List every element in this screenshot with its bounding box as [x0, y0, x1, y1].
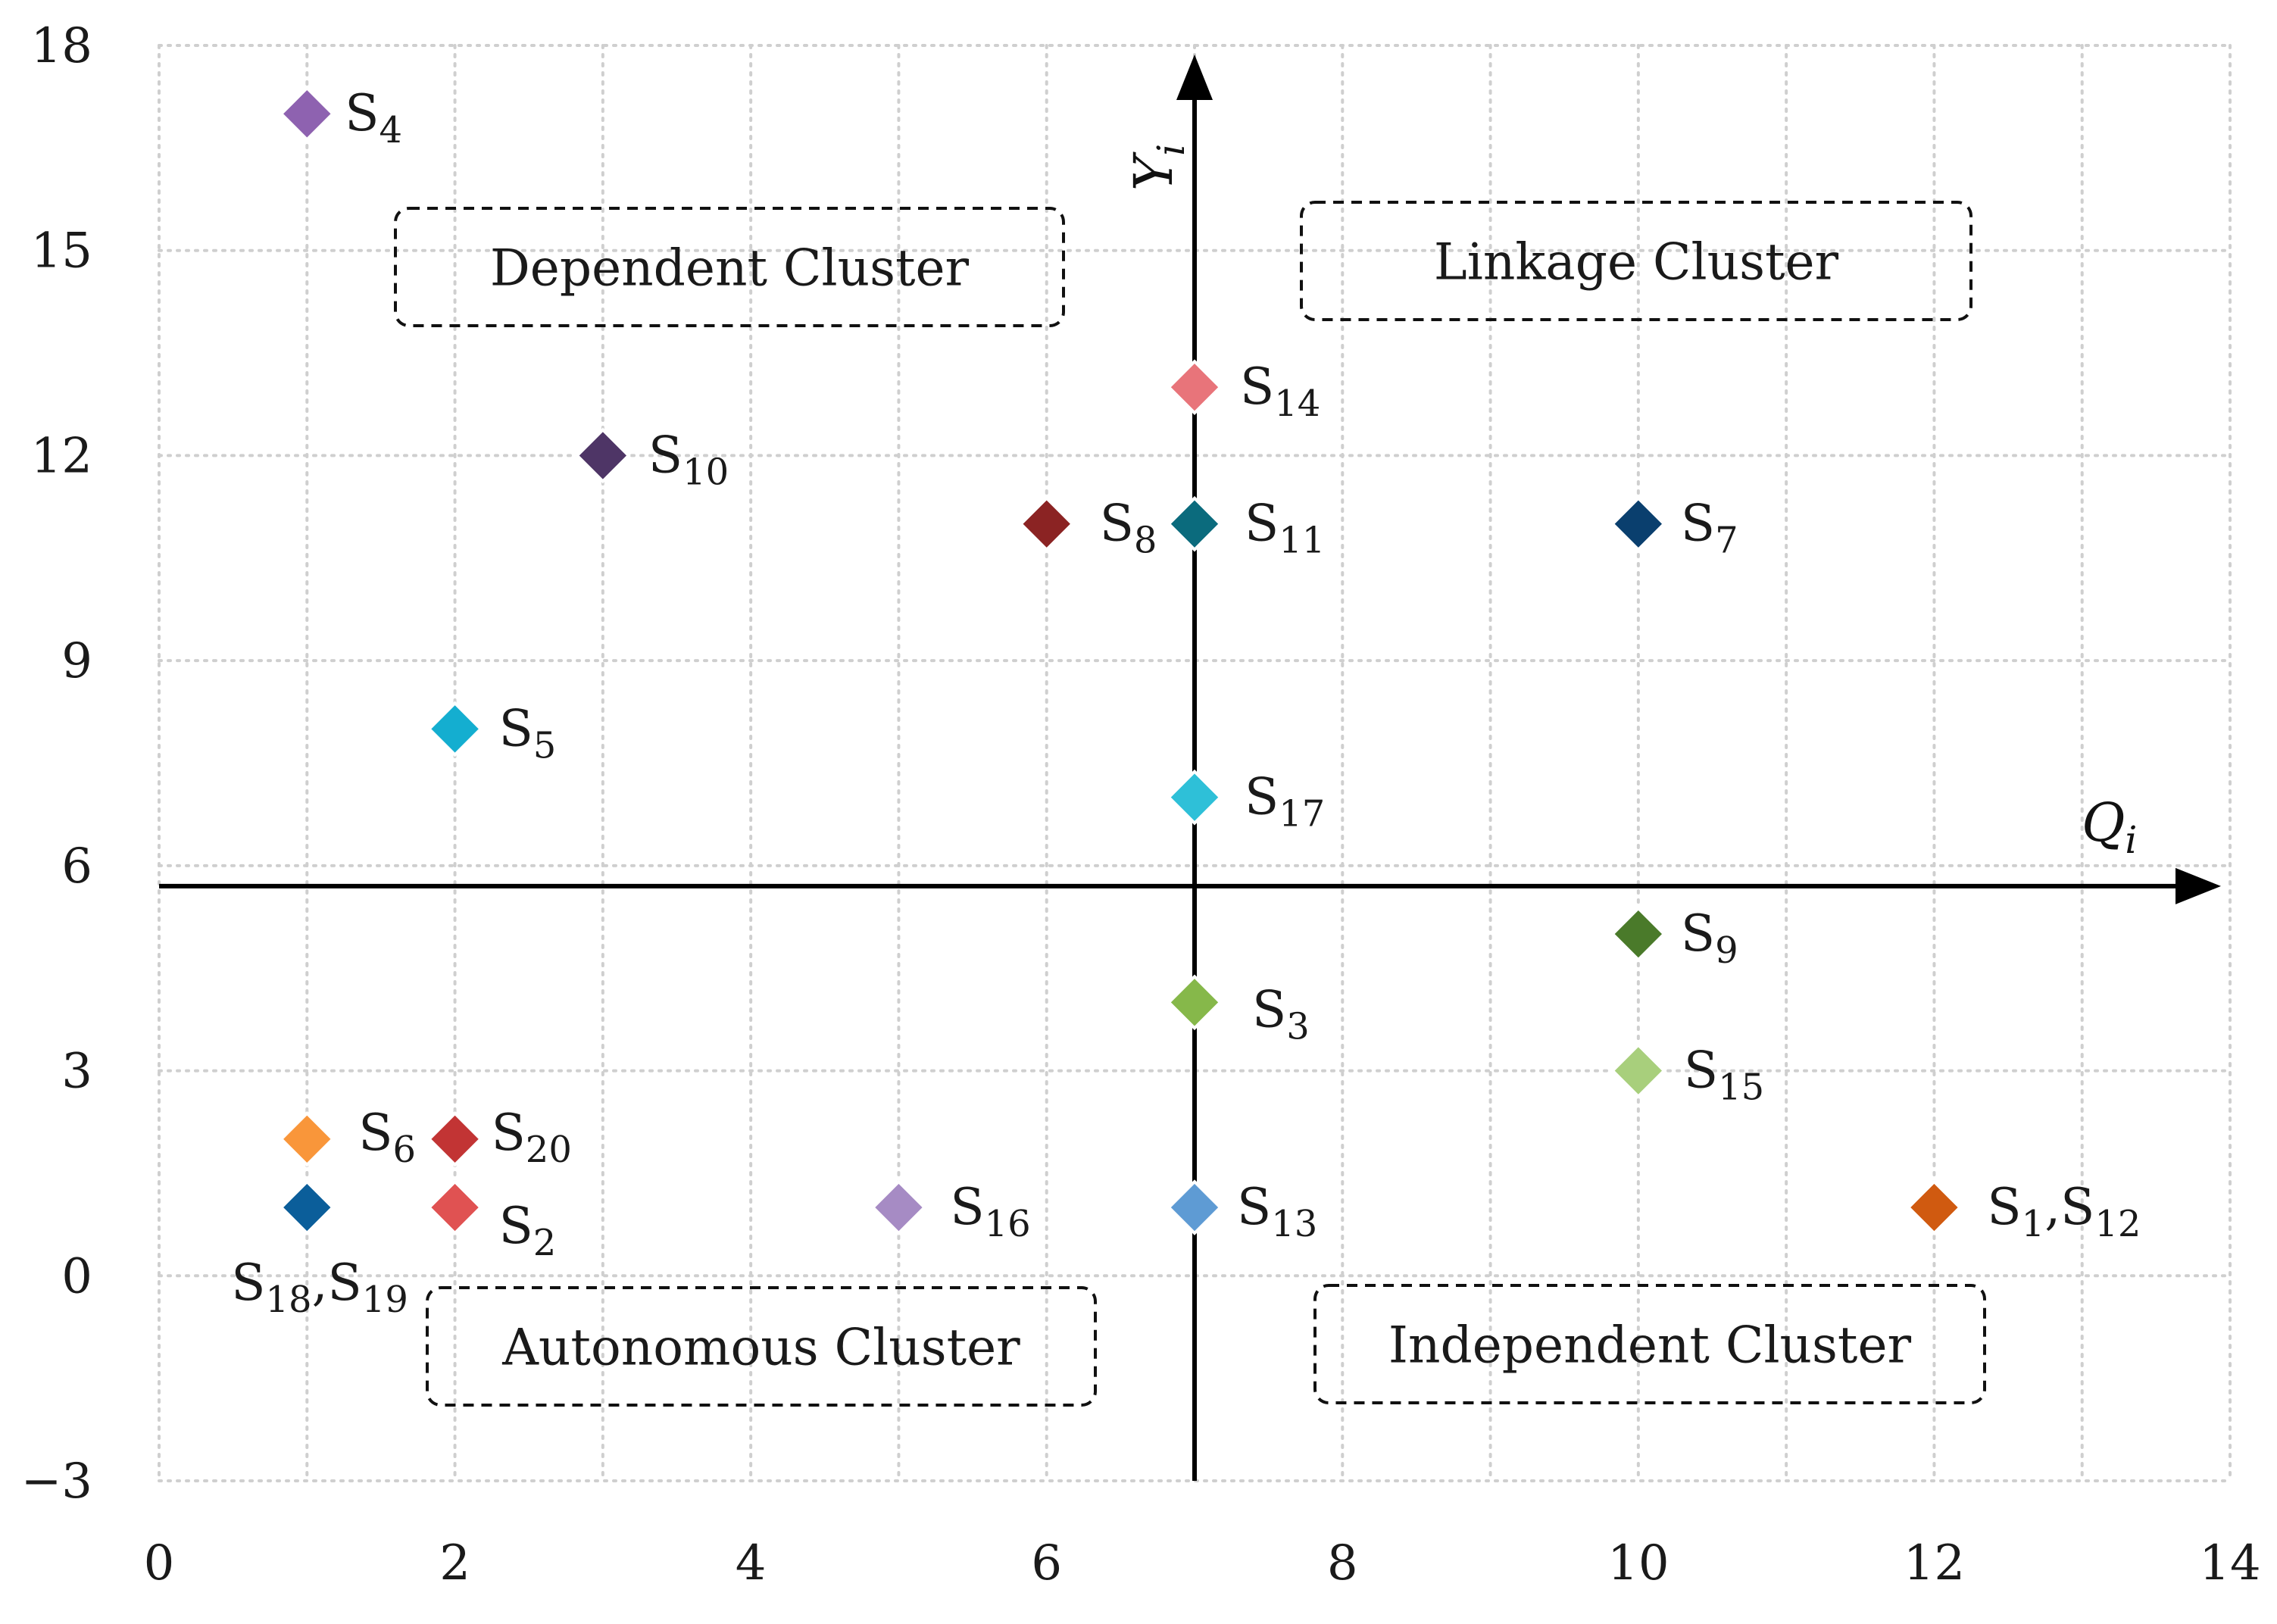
- y-tick-label: 3: [61, 1044, 92, 1100]
- point-label: S5: [499, 699, 557, 767]
- cluster-box: [1300, 201, 1972, 321]
- diamond-marker: [1167, 495, 1223, 552]
- x-tick-label: 2: [439, 1535, 470, 1591]
- cluster-top-right: Linkage Cluster: [1300, 201, 1972, 321]
- cluster-bottom-left: Autonomous Cluster: [426, 1286, 1097, 1407]
- data-points: S4 S10 S8 S14 S11 S7 S5 S17 S9 S3 S15 S6 S20 S18,S19 S…: [231, 84, 2141, 1321]
- cluster-labels: Dependent Cluster Linkage Cluster Autonomo…: [394, 201, 1986, 1407]
- diamond-marker: [279, 86, 336, 142]
- point-s7: S7: [1610, 495, 1738, 562]
- y-tick-label: 12: [31, 428, 92, 484]
- point-s20: S20: [426, 1104, 572, 1171]
- point-s18-s19: S18,S19: [231, 1179, 408, 1321]
- diamond-marker: [1167, 359, 1223, 416]
- point-s4: S4: [279, 84, 402, 151]
- diamond-marker: [279, 1110, 336, 1167]
- cluster-bottom-right: Independent Cluster: [1313, 1284, 1986, 1404]
- x-tick-label: 4: [736, 1535, 767, 1591]
- point-label: S16: [950, 1178, 1030, 1245]
- point-label: S2: [499, 1197, 557, 1264]
- point-s16: S16: [870, 1178, 1031, 1245]
- cluster-box: [1313, 1284, 1986, 1404]
- diamond-marker: [575, 427, 631, 484]
- y-tick-label: 0: [61, 1248, 92, 1304]
- point-label: S13: [1237, 1178, 1317, 1245]
- point-s15: S15: [1610, 1042, 1764, 1109]
- point-label: S3: [1252, 980, 1310, 1048]
- cluster-text: Dependent Cluster: [490, 239, 970, 298]
- point-s5: S5: [426, 699, 557, 767]
- point-label: S7: [1681, 495, 1738, 562]
- x-tick-label: 0: [144, 1535, 175, 1591]
- diamond-marker: [426, 1179, 483, 1235]
- y-tick-label: 9: [61, 633, 92, 689]
- point-s11: S11: [1167, 495, 1325, 562]
- diamond-marker: [1610, 1042, 1666, 1099]
- x-tick-label: 8: [1327, 1535, 1358, 1591]
- x-tick-label: 6: [1031, 1535, 1062, 1591]
- cluster-box: [394, 207, 1065, 327]
- diamond-marker: [1167, 974, 1223, 1031]
- diamond-marker: [426, 701, 483, 757]
- point-label: S18,S19: [231, 1254, 408, 1321]
- diamond-marker: [1018, 495, 1075, 552]
- point-label: S1,S12: [1987, 1178, 2141, 1245]
- point-label: S8: [1100, 495, 1157, 562]
- point-s6: S6: [279, 1104, 416, 1171]
- cluster-text: Linkage Cluster: [1434, 233, 1839, 292]
- point-s9: S9: [1610, 904, 1738, 972]
- cluster-text: Autonomous Cluster: [501, 1319, 1020, 1377]
- point-label: S4: [345, 84, 402, 151]
- point-label: S15: [1684, 1042, 1764, 1109]
- diamond-marker: [870, 1179, 927, 1235]
- x-tick-label: 14: [2199, 1535, 2260, 1591]
- point-label: S17: [1245, 768, 1325, 835]
- point-s1-s12: S1,S12: [1906, 1178, 2141, 1245]
- quadrant-axes: Qi Yi: [159, 55, 2221, 1481]
- diamond-marker: [1610, 906, 1666, 962]
- tick-labels: 0 2 4 6 8 10 12 14 −3 0 3 6 9 12 15 18: [21, 18, 2261, 1591]
- y-tick-label: 6: [61, 839, 92, 895]
- point-s17: S17: [1167, 768, 1325, 835]
- point-label: S20: [492, 1104, 572, 1171]
- diamond-marker: [279, 1179, 336, 1235]
- point-s3: S3: [1167, 974, 1310, 1048]
- diamond-marker: [1906, 1179, 1963, 1235]
- point-s14: S14: [1167, 358, 1320, 425]
- point-label: S11: [1245, 495, 1325, 562]
- x-tick-label: 12: [1904, 1535, 1965, 1591]
- point-label: S6: [358, 1104, 416, 1171]
- point-s13: S13: [1167, 1178, 1317, 1245]
- diamond-marker: [1167, 769, 1223, 826]
- point-s8: S8: [1018, 495, 1157, 562]
- cluster-top-left: Dependent Cluster: [394, 207, 1065, 327]
- cluster-box: [426, 1286, 1097, 1407]
- diamond-marker: [1167, 1179, 1223, 1235]
- y-tick-label: 15: [31, 223, 92, 280]
- diamond-marker: [1610, 495, 1666, 552]
- x-axis-label: Qi: [2082, 792, 2137, 862]
- point-s10: S10: [575, 426, 729, 493]
- point-label: S10: [648, 426, 729, 493]
- cluster-text: Independent Cluster: [1388, 1316, 1912, 1375]
- point-label: S14: [1240, 358, 1320, 425]
- diamond-marker: [426, 1110, 483, 1167]
- point-label: S9: [1681, 904, 1738, 972]
- y-tick-label: 18: [31, 18, 92, 74]
- y-tick-label: −3: [21, 1454, 92, 1510]
- y-axis-label: Yi: [1123, 144, 1193, 191]
- x-tick-label: 10: [1607, 1535, 1669, 1591]
- point-s2: S2: [426, 1179, 557, 1264]
